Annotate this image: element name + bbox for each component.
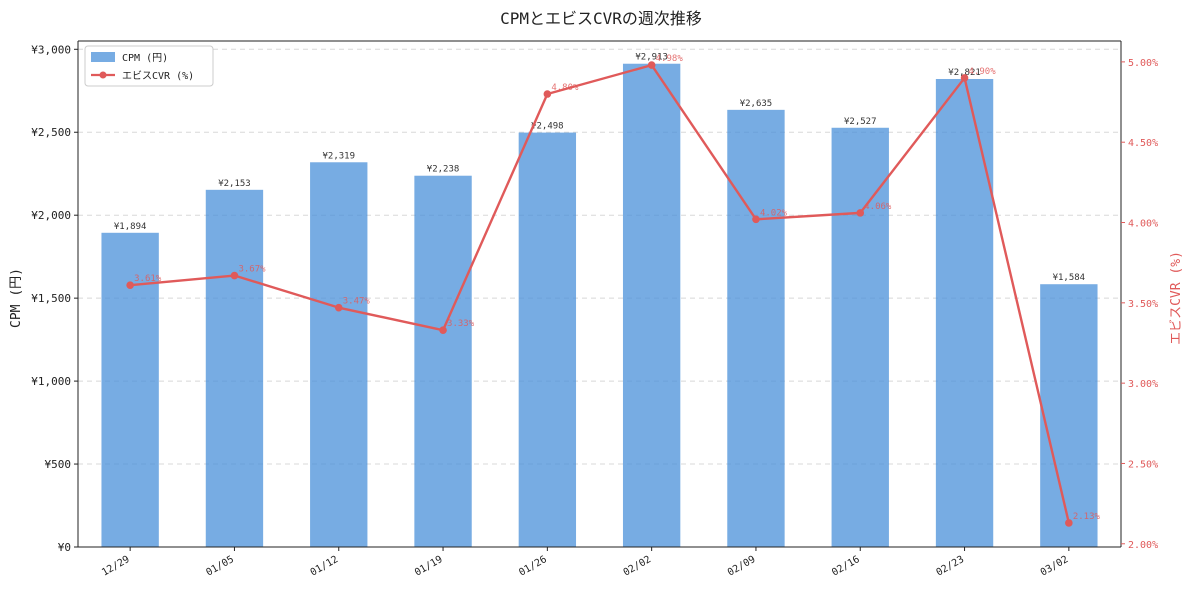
bar-value-label: ¥2,498 [531, 122, 564, 132]
cvr-point [960, 74, 969, 82]
cvr-value-label: 3.47% [343, 297, 371, 307]
bar-value-label: ¥2,527 [844, 117, 877, 127]
x-tick-label: 02/16 [830, 554, 862, 579]
x-tick-label: 02/23 [934, 554, 966, 579]
cvr-point [334, 303, 343, 312]
bar [1040, 284, 1098, 547]
chart-title: CPMとエビスCVRの週次推移 [500, 9, 702, 28]
cvr-value-label: 4.80% [551, 83, 579, 93]
bar-value-label: ¥2,238 [427, 165, 460, 175]
x-tick-label: 02/09 [726, 554, 758, 579]
legend: CPM (円) エビスCVR (%) [84, 45, 214, 87]
x-tick-label: 01/12 [309, 554, 341, 579]
bar-series: ¥1,894 ¥2,153 ¥2,319 ¥2,238 ¥2,498 ¥2,913 ¥2,6… [101, 53, 1098, 548]
line-series: 3.61% 3.67% 3.47% 3.33% 4.80% 4.98% 4.02% 4.06%… [126, 54, 1101, 527]
bar-value-label: ¥2,821 [948, 68, 981, 78]
cvr-value-label: 2.13% [1073, 512, 1101, 522]
x-tick-label: 01/26 [517, 554, 549, 579]
y-axis-right-label: エビスCVR (%) [1169, 251, 1184, 345]
y-tick-label-left: ¥2,500 [31, 126, 71, 139]
cvr-value-label: 3.33% [447, 319, 475, 329]
y-axis-left-label: CPM (円) [9, 268, 24, 328]
y-tick-label-right: 4.50% [1128, 138, 1158, 149]
x-tick-label: 01/19 [413, 554, 445, 579]
y-tick-label-left: ¥1,000 [31, 375, 71, 388]
cvr-line [130, 63, 1071, 524]
bar-value-label: ¥2,153 [218, 179, 251, 189]
bar [414, 175, 472, 547]
cvr-point [439, 326, 447, 334]
bar-value-label: ¥2,913 [635, 53, 668, 63]
cvr-point [647, 61, 656, 69]
y-tick-label-right: 3.50% [1128, 299, 1158, 310]
x-tick-label: 12/29 [100, 554, 132, 579]
legend-line-label: エビスCVR (%) [122, 70, 194, 82]
cvr-point [856, 209, 865, 217]
cvr-point [752, 215, 760, 224]
bar-value-label: ¥2,319 [322, 151, 355, 161]
y-tick-label-right: 3.00% [1128, 379, 1158, 390]
cvr-value-label: 3.61% [134, 274, 162, 284]
cvr-value-label: 4.98% [656, 54, 684, 64]
bar [205, 189, 264, 547]
x-tick-label: 03/02 [1039, 554, 1071, 579]
cvr-value-label: 4.02% [760, 208, 788, 218]
y-tick-label-right: 2.00% [1128, 540, 1158, 551]
cvr-value-label: 4.06% [864, 202, 892, 212]
cvr-value-label: 3.67% [238, 265, 266, 275]
legend-bar-swatch [91, 52, 115, 62]
bar-value-label: ¥1,584 [1053, 273, 1086, 283]
y-tick-label-left: ¥3,000 [31, 43, 71, 56]
bar-value-label: ¥1,894 [114, 222, 147, 232]
bar-value-label: ¥2,635 [740, 99, 773, 109]
legend-line-marker [99, 71, 107, 79]
bar [518, 132, 577, 547]
bar [310, 162, 368, 547]
cvr-point [1065, 519, 1073, 527]
cvr-point [543, 90, 552, 98]
y-tick-label-right: 4.00% [1128, 219, 1158, 230]
y-tick-label-left: ¥1,500 [31, 292, 71, 305]
bar [935, 78, 994, 547]
bar [622, 63, 681, 548]
bar [831, 127, 889, 548]
y-tick-label-right: 5.00% [1128, 58, 1158, 69]
x-tick-label: 02/02 [622, 554, 654, 579]
legend-bar-label: CPM (円) [122, 53, 168, 64]
cvr-value-label: 4.90% [969, 67, 997, 77]
bar [727, 109, 785, 547]
y-tick-label-left: ¥0 [58, 541, 71, 554]
y-tick-label-right: 2.50% [1128, 459, 1158, 470]
cvr-point [230, 271, 239, 280]
x-tick-label: 01/05 [204, 554, 236, 579]
y-tick-label-left: ¥2,000 [31, 209, 71, 222]
y-tick-label-left: ¥500 [45, 458, 72, 471]
legend-frame [84, 45, 214, 87]
cvr-point [126, 281, 134, 289]
